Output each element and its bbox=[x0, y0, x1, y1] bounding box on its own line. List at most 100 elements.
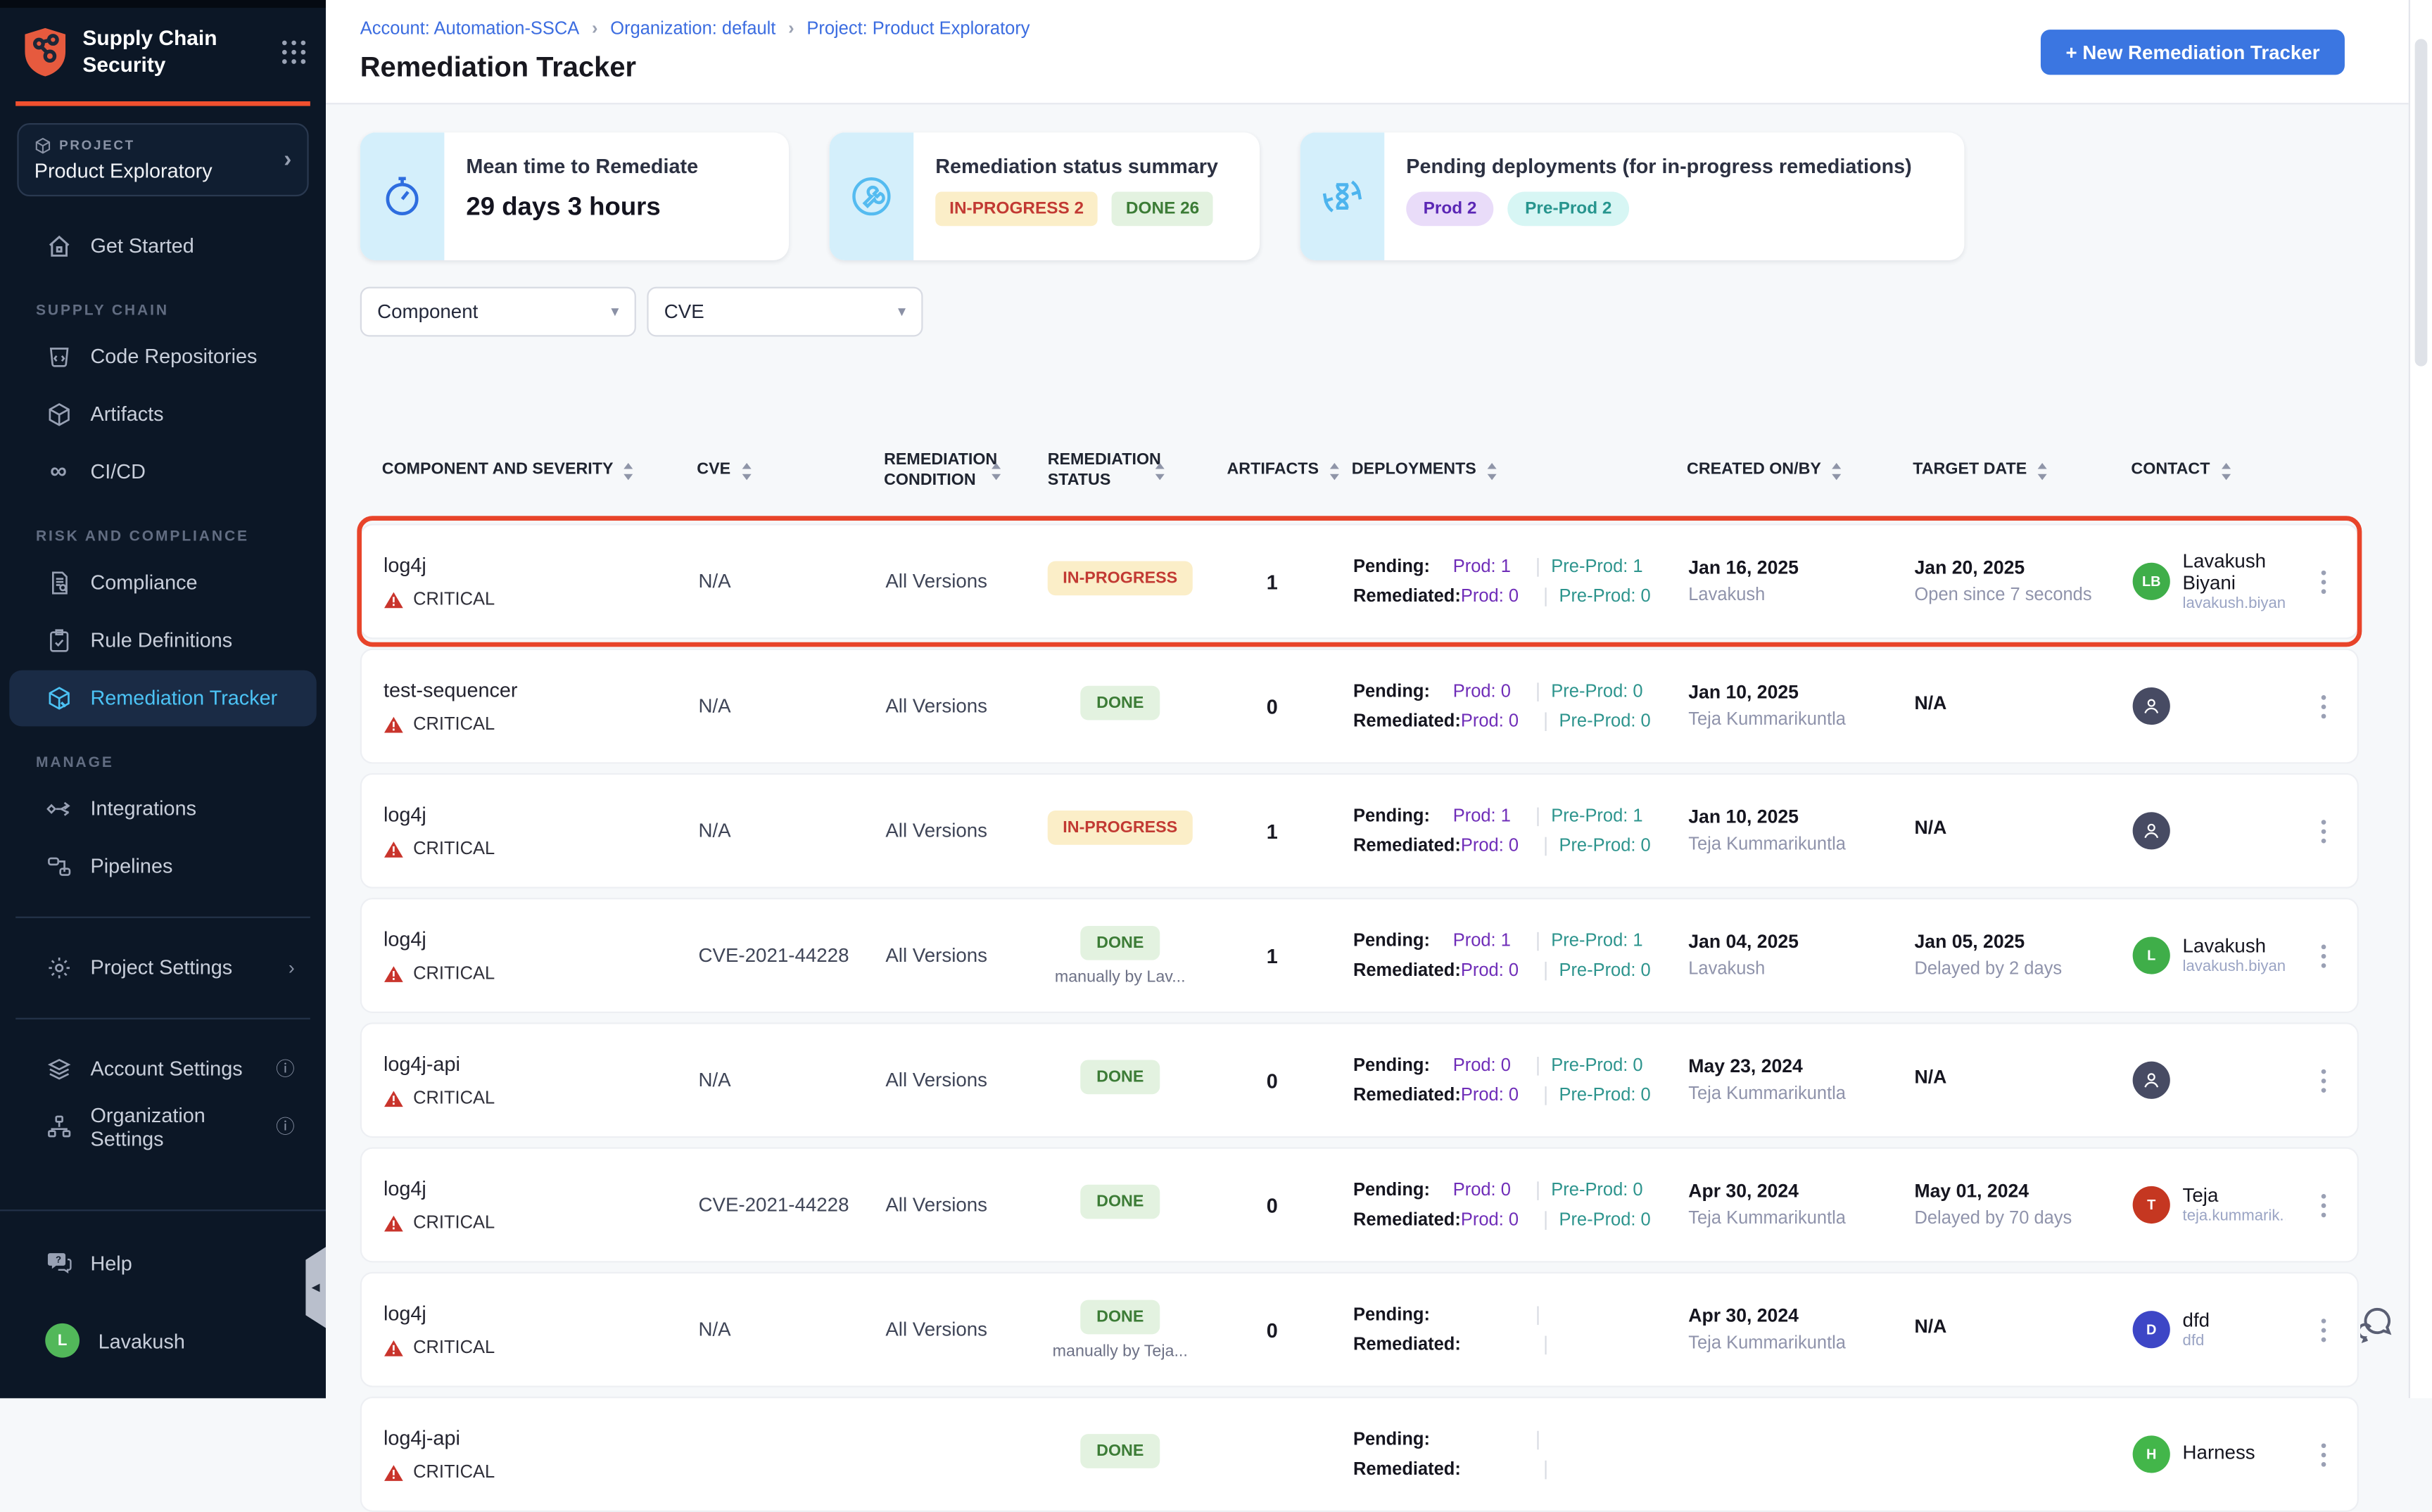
component-filter-dropdown[interactable]: Component ▾ bbox=[360, 286, 636, 337]
cve-filter-dropdown[interactable]: CVE ▾ bbox=[647, 286, 923, 337]
cve-cell: N/A bbox=[698, 1069, 731, 1091]
artifacts-cell bbox=[1210, 1398, 1334, 1511]
component-name: log4j bbox=[383, 1176, 426, 1200]
column-header-cve[interactable]: CVE bbox=[678, 461, 866, 481]
sidebar-item-help[interactable]: ? Help bbox=[9, 1235, 316, 1291]
project-label: PROJECT bbox=[59, 137, 135, 153]
breadcrumb-organization[interactable]: Organization: default bbox=[610, 20, 776, 39]
created-on-by-cell bbox=[1670, 1398, 1896, 1511]
kebab-menu-icon[interactable] bbox=[2311, 560, 2334, 602]
kebab-menu-icon[interactable] bbox=[2311, 685, 2334, 728]
breadcrumb-project[interactable]: Project: Product Exploratory bbox=[806, 20, 1030, 39]
remediated-preprod: Pre-Prod: 0 bbox=[1559, 711, 1651, 730]
column-header-created-on-by[interactable]: CREATED ON/BY bbox=[1668, 461, 1894, 481]
chevron-down-icon: ▾ bbox=[611, 303, 619, 321]
component-cell: log4j CRITICAL bbox=[362, 775, 680, 887]
user-name: Lavakush bbox=[98, 1328, 185, 1352]
sidebar-item-integrations[interactable]: Integrations bbox=[9, 780, 316, 837]
contact-avatar: D bbox=[2132, 1311, 2170, 1349]
apps-grid-icon[interactable] bbox=[281, 40, 307, 65]
remediation-row[interactable]: log4j CRITICAL N/A All Versions DONE man… bbox=[360, 1271, 2359, 1387]
critical-severity-icon bbox=[384, 966, 403, 982]
breadcrumb-separator: › bbox=[788, 20, 794, 39]
sidebar-item-cicd[interactable]: ∞ CI/CD bbox=[9, 444, 316, 500]
created-on-by-cell: Jan 04, 2025 Lavakush bbox=[1670, 899, 1896, 1012]
remediation-row[interactable]: log4j CRITICAL CVE-2021-44228 All Versio… bbox=[360, 898, 2360, 1014]
sidebar-item-remediation-tracker[interactable]: Remediation Tracker bbox=[9, 670, 317, 726]
card-remediation-status-summary: Remediation status summary IN-PROGRESS 2… bbox=[829, 132, 1260, 260]
contact-cell: LB Lavakush Biyani lavakush.biyan... bbox=[2114, 526, 2286, 638]
filters: Component ▾ CVE ▾ bbox=[360, 286, 2359, 337]
sidebar-item-rule-definitions[interactable]: Rule Definitions bbox=[9, 612, 316, 668]
sidebar-item-artifacts[interactable]: Artifacts bbox=[9, 386, 316, 443]
column-header-remediation-condition[interactable]: REMEDIATION CONDITION bbox=[866, 450, 1030, 491]
sort-icon bbox=[1832, 462, 1842, 480]
divider bbox=[1537, 1181, 1539, 1200]
sort-icon bbox=[2221, 462, 2231, 480]
pending-prod: Prod: 1 bbox=[1452, 931, 1511, 951]
contact-email: dfd bbox=[2182, 1333, 2205, 1350]
sidebar-collapse-handle[interactable]: ◀ bbox=[305, 1247, 327, 1328]
created-date: Jan 16, 2025 bbox=[1688, 555, 1799, 578]
column-header-component-severity[interactable]: COMPONENT AND SEVERITY bbox=[360, 461, 678, 481]
new-remediation-tracker-button[interactable]: + New Remediation Tracker bbox=[2041, 30, 2345, 75]
column-header-contact[interactable]: CONTACT bbox=[2113, 461, 2284, 481]
column-header-artifacts[interactable]: ARTIFACTS bbox=[1208, 461, 1339, 481]
deployments-cell: Pending: Prod: 0 Pre-Prod: 0 Remediated:… bbox=[1334, 1024, 1669, 1137]
kebab-menu-icon[interactable] bbox=[2311, 1433, 2334, 1475]
project-selector[interactable]: PROJECT Product Exploratory › bbox=[17, 122, 309, 196]
deployments-cell: Pending: Prod: 1 Pre-Prod: 1 Remediated:… bbox=[1334, 526, 1669, 638]
brand: Supply Chain Security bbox=[0, 0, 326, 98]
column-header-remediation-status[interactable]: REMEDIATION STATUS bbox=[1029, 450, 1208, 491]
contact-email: lavakush.biyan... bbox=[2182, 958, 2286, 977]
hourglass-cycle-icon bbox=[1300, 132, 1385, 260]
window-top-strip bbox=[0, 0, 327, 8]
sidebar-item-organization-settings[interactable]: Organization Settings ⓘ bbox=[9, 1098, 316, 1155]
pending-label: Pending: bbox=[1353, 557, 1430, 576]
artifacts-cell: 0 bbox=[1266, 1318, 1278, 1342]
sidebar-item-code-repositories[interactable]: Code Repositories bbox=[9, 329, 316, 385]
sidebar-item-get-started[interactable]: Get Started bbox=[9, 218, 316, 274]
remediation-row[interactable]: test-sequencer CRITICAL N/A All Versions… bbox=[360, 648, 2359, 764]
target-date: N/A bbox=[1914, 1066, 1947, 1088]
pending-prod: Prod: 0 bbox=[1452, 1181, 1511, 1200]
remediation-row[interactable]: log4j-api CRITICAL DONE Pending: bbox=[360, 1396, 2359, 1512]
kebab-menu-icon[interactable] bbox=[2311, 1309, 2334, 1351]
column-header-deployments[interactable]: DEPLOYMENTS bbox=[1333, 461, 1668, 481]
kebab-menu-icon[interactable] bbox=[2311, 1184, 2334, 1226]
card-title: Pending deployments (for in-progress rem… bbox=[1406, 154, 1912, 178]
remediation-row[interactable]: log4j CRITICAL N/A All Versions IN-PROGR… bbox=[357, 516, 2362, 647]
page-scrollbar-thumb[interactable] bbox=[2414, 39, 2428, 367]
remediated-prod: Prod: 0 bbox=[1460, 960, 1519, 980]
kebab-menu-icon[interactable] bbox=[2311, 810, 2334, 852]
page-scrollbar-track[interactable] bbox=[2408, 0, 2432, 1399]
divider bbox=[1545, 836, 1547, 856]
person-icon bbox=[2144, 699, 2159, 713]
remediation-row[interactable]: log4j CRITICAL CVE-2021-44228 All Versio… bbox=[360, 1147, 2359, 1263]
sidebar-item-pipelines[interactable]: Pipelines bbox=[9, 838, 316, 894]
section-label-manage: MANAGE bbox=[35, 754, 114, 772]
home-icon bbox=[45, 233, 72, 260]
content: Mean time to Remediate 29 days 3 hours R… bbox=[326, 104, 2362, 1512]
sidebar-item-project-settings[interactable]: Project Settings › bbox=[9, 939, 316, 996]
user-avatar: L bbox=[45, 1323, 80, 1358]
sidebar-item-compliance[interactable]: Compliance bbox=[9, 554, 316, 611]
done-count-badge: DONE 26 bbox=[1111, 191, 1214, 227]
sidebar-user[interactable]: L Lavakush bbox=[9, 1312, 316, 1368]
divider bbox=[1545, 1086, 1547, 1105]
remediation-row[interactable]: log4j-api CRITICAL N/A All Versions DONE… bbox=[360, 1022, 2359, 1138]
kebab-menu-icon[interactable] bbox=[2311, 934, 2334, 977]
breadcrumb-account[interactable]: Account: Automation-SSCA bbox=[360, 20, 580, 39]
remediation-row[interactable]: log4j CRITICAL N/A All Versions IN-PROGR… bbox=[360, 773, 2359, 889]
infinity-icon: ∞ bbox=[50, 458, 67, 485]
row-actions-cell bbox=[2286, 899, 2360, 1012]
kebab-menu-icon[interactable] bbox=[2311, 1059, 2334, 1101]
component-name: log4j-api bbox=[383, 1052, 460, 1076]
target-date-note: Delayed by 2 days bbox=[1914, 959, 2063, 979]
remediated-preprod: Pre-Prod: 0 bbox=[1559, 1210, 1651, 1229]
sidebar-item-account-settings[interactable]: Account Settings ⓘ bbox=[9, 1041, 316, 1097]
row-actions-cell bbox=[2286, 1024, 2360, 1137]
deployments-cell: Pending: Remediated: bbox=[1334, 1398, 1669, 1511]
support-chat-icon[interactable] bbox=[2357, 1306, 2401, 1351]
column-header-target-date[interactable]: TARGET DATE bbox=[1894, 461, 2113, 481]
